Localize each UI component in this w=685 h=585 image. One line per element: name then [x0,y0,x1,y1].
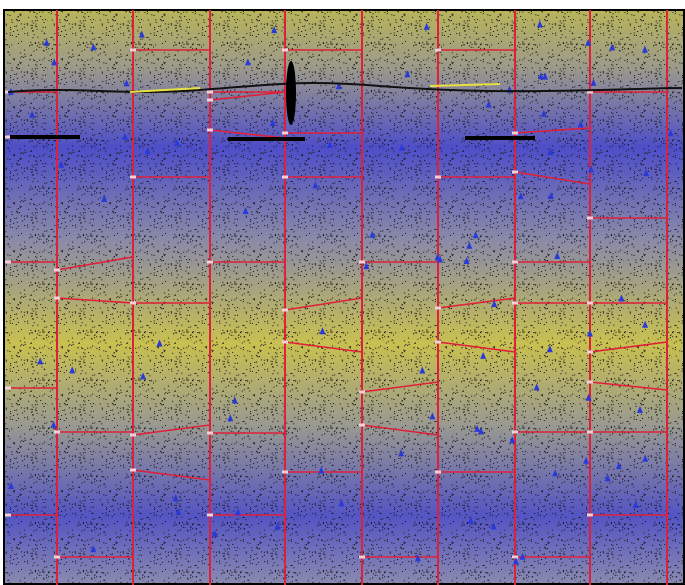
node-marker [207,432,213,435]
node-marker [54,556,60,559]
opening [286,61,296,125]
node-marker [512,261,518,264]
node-marker [512,431,518,434]
node-marker [587,431,593,434]
node-marker [282,176,288,179]
node-marker [207,514,213,517]
node-marker [435,176,441,179]
node-marker [130,302,136,305]
node-marker [282,49,288,52]
node-marker [130,434,136,437]
node-marker [587,381,593,384]
node-marker [54,297,60,300]
node-marker [587,302,593,305]
node-marker [359,261,365,264]
node-marker [435,341,441,344]
node-marker [435,307,441,310]
node-marker [282,132,288,135]
node-marker [282,309,288,312]
node-marker [512,556,518,559]
node-marker [359,556,365,559]
node-marker [207,99,213,102]
node-marker [282,471,288,474]
node-marker [5,261,11,264]
node-marker [587,217,593,220]
node-marker [587,351,593,354]
field-view [0,0,685,585]
node-marker [130,176,136,179]
node-marker [359,424,365,427]
node-marker [282,341,288,344]
node-marker [587,514,593,517]
node-marker [512,302,518,305]
node-marker [435,49,441,52]
node-marker [512,132,518,135]
node-marker [5,387,11,390]
node-marker [435,471,441,474]
node-marker [512,171,518,174]
node-marker [54,431,60,434]
node-marker [54,269,60,272]
node-marker [130,469,136,472]
node-marker [207,129,213,132]
node-marker [207,91,213,94]
node-marker [5,514,11,517]
node-marker [207,261,213,264]
node-marker [130,49,136,52]
node-marker [359,391,365,394]
noise [4,10,685,585]
